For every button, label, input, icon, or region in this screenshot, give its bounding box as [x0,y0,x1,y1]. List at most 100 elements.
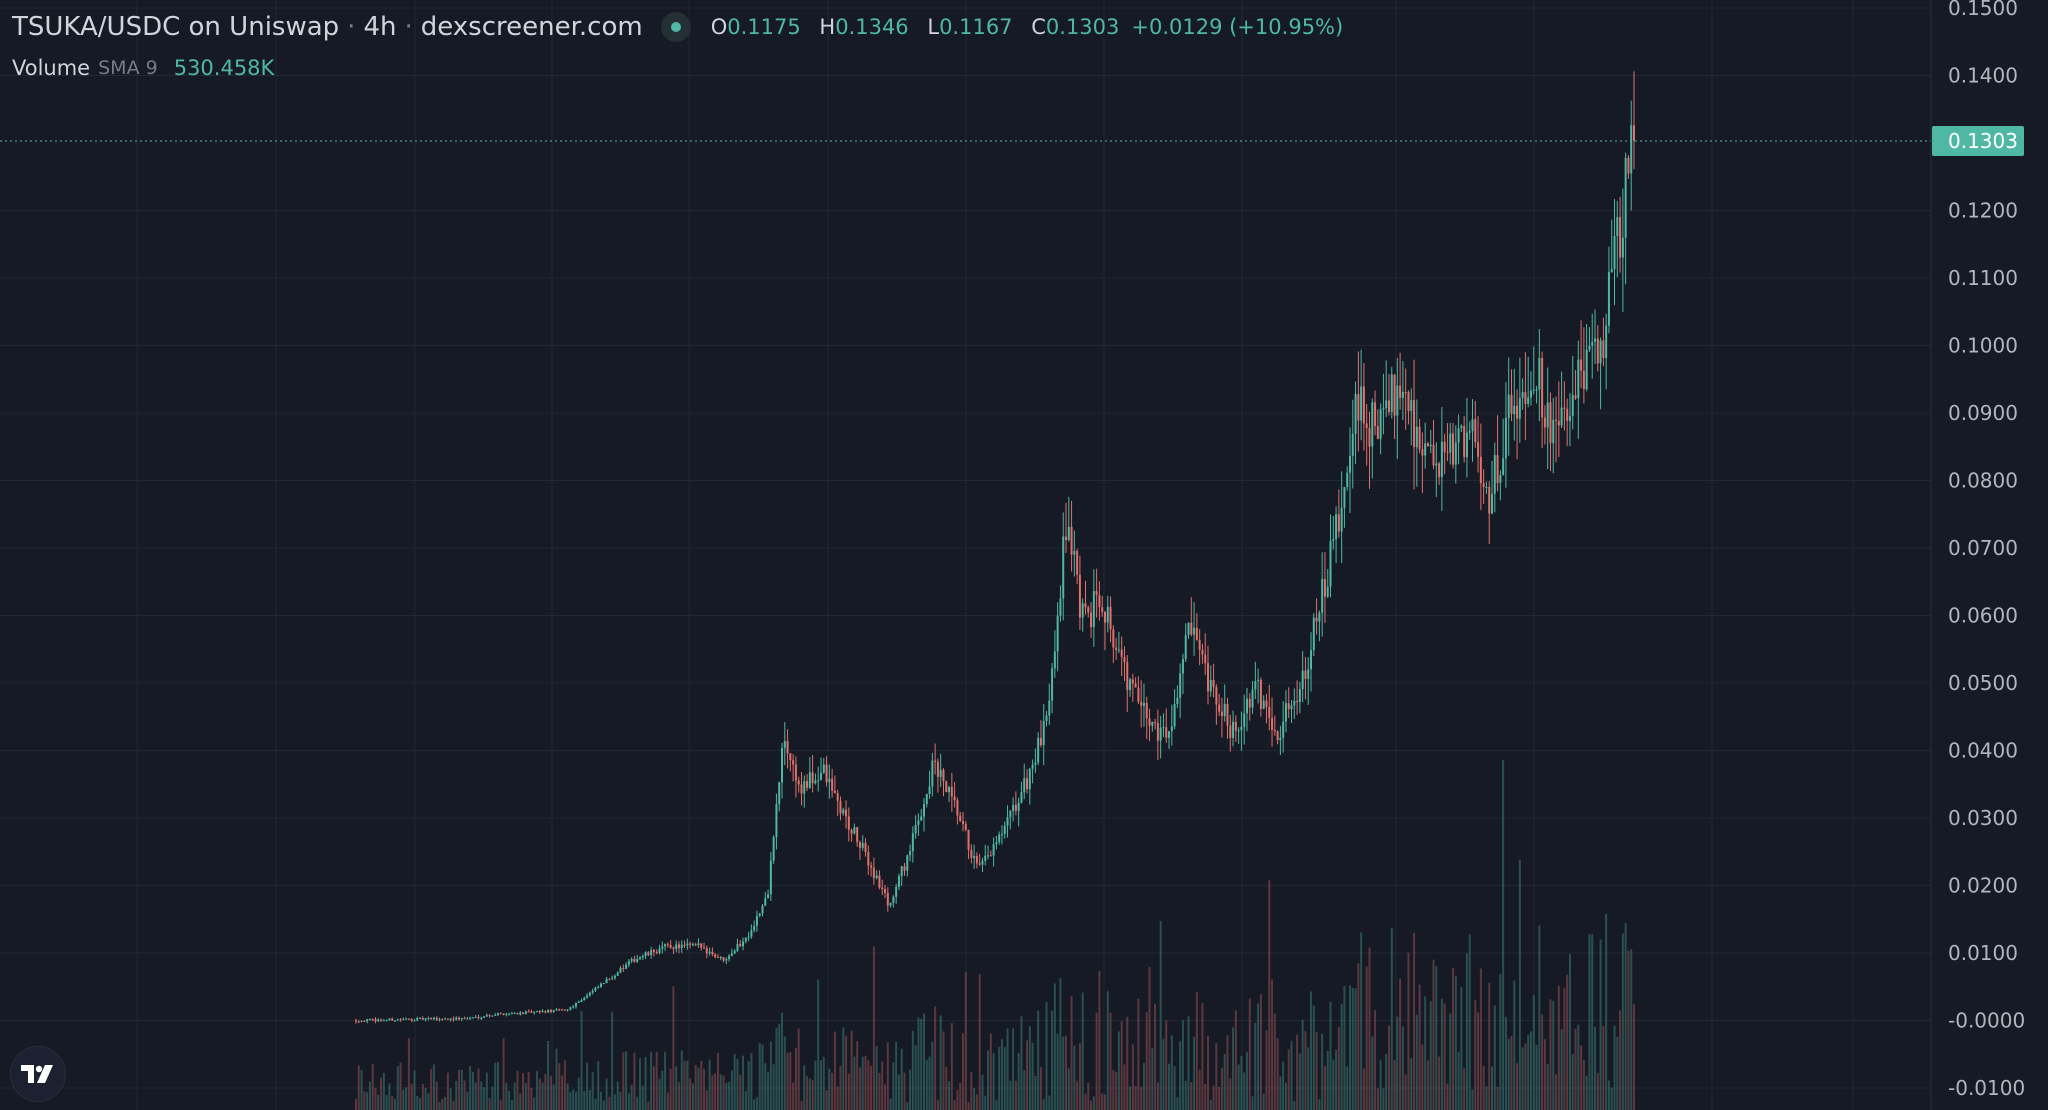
candle-body [1438,463,1441,478]
candle-body [385,1019,388,1021]
volume-bar [1034,1075,1037,1110]
candle-body [1037,737,1040,763]
volume-bar [1349,985,1351,1110]
candle-body [616,972,619,976]
y-tick-label: 0.0100 [1948,941,2018,965]
volume-bar [920,1018,923,1110]
volume-bar [594,1098,597,1110]
candle-body [923,803,925,817]
candle-body [522,1012,525,1014]
candle-body [1065,536,1067,540]
candle-body [870,865,873,868]
volume-bar [672,986,675,1110]
volume-bar [600,1091,603,1110]
candle-body [1298,689,1301,702]
candle-body [1443,441,1446,453]
price-axis[interactable]: 0.1500 0.1400 0.1200 0.1100 0.1000 0.0900 0.08… [1930,0,2025,1110]
candle-body [1156,722,1159,741]
candle-body [911,833,914,852]
volume-bar [371,1063,374,1110]
interval-label[interactable]: 4h [363,12,397,42]
volume-bar [1568,953,1571,1110]
volume-bar [753,1099,756,1110]
candle-body [1159,727,1162,741]
volume-bar [1156,1082,1159,1110]
candle-body [1023,778,1026,793]
volume-bar [1457,1052,1460,1110]
candle-body [469,1017,472,1019]
candle-body [1535,389,1538,391]
candle-body [931,760,934,787]
market-status-icon[interactable] [660,12,691,42]
volume-bar [580,1011,583,1110]
candle-body [1245,698,1248,714]
volume-bar [1078,1043,1081,1110]
volume-bar [1351,987,1354,1110]
candle-body [474,1016,477,1018]
volume-bar [819,1060,822,1110]
candle-body [1549,402,1552,444]
volume-bar [608,1096,611,1110]
volume-bar [1284,1082,1287,1110]
candle-body [1045,715,1048,722]
volume-bar [845,1035,848,1110]
volume-bar [1031,1042,1034,1110]
volume-bar [377,1094,380,1110]
candle-body [959,815,962,822]
candle-body [1212,679,1215,687]
volume-bar [1117,1031,1120,1110]
candle-body [1404,392,1407,394]
volume-bar [1463,1068,1466,1110]
volume-bar [374,1087,377,1110]
tradingview-logo-icon[interactable] [10,1046,66,1102]
volume-bar [1532,995,1535,1110]
candle-body [892,896,895,903]
volume-bar [1596,1072,1599,1110]
candle-body [1418,426,1421,450]
candle-body [1170,726,1173,732]
volume-bar [544,1073,547,1110]
candle-body [1452,433,1455,465]
volume-label[interactable]: Volume [12,56,91,80]
candle-body [1516,405,1519,419]
candle-body [405,1018,408,1020]
candle-body [1112,629,1115,648]
candle-body [900,866,903,877]
separator: · [347,12,356,42]
volume-bar [611,1012,614,1110]
volume-bar [1014,1080,1017,1110]
volume-bar [691,1083,694,1110]
candle-body [1129,679,1132,691]
volume-bar [833,1031,836,1110]
candle-body [694,944,697,946]
volume-bar [1471,1089,1474,1110]
candle-body [519,1012,522,1015]
volume-bar [499,1099,502,1110]
candle-body [875,875,878,879]
volume-bar [956,1089,959,1110]
volume-bar [1109,1012,1112,1110]
candle-body [1401,392,1404,398]
volume-bar [747,1061,750,1110]
grid [0,0,1931,1110]
candle-body [1510,394,1513,415]
volume-bar [867,1060,870,1110]
candle-body [744,937,747,942]
volume-bar [1198,1069,1201,1110]
volume-bar [1426,1060,1429,1110]
volume-bar [421,1083,424,1110]
candle-body [772,837,775,861]
candle-body [1009,811,1012,818]
candle-body [897,876,900,887]
candle-body [363,1020,366,1022]
volume-bar [1588,934,1591,1110]
candle-body [1633,125,1635,141]
candle-body [1034,762,1037,765]
candle-body [1126,662,1129,691]
volume-bar [1340,1003,1343,1110]
volume-bar [1140,1086,1143,1110]
candle-body [1243,713,1246,727]
volume-bar [1190,1082,1193,1110]
